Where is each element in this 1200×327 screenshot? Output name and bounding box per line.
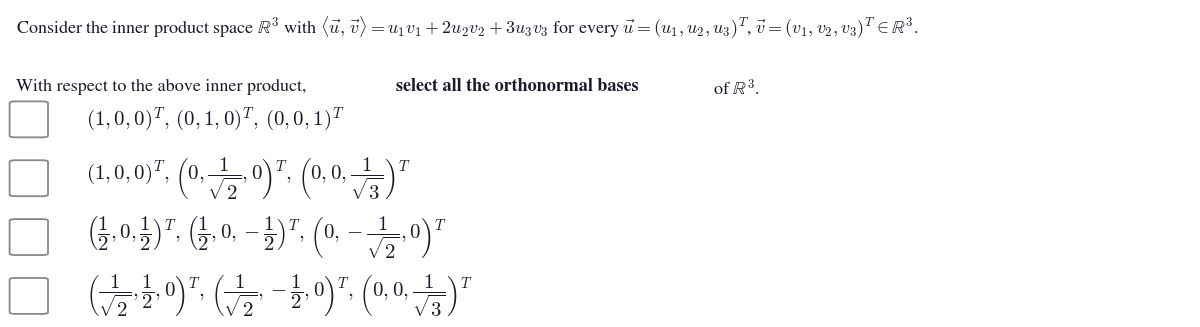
Text: With respect to the above inner product,: With respect to the above inner product,: [16, 78, 311, 95]
Text: $\left(\dfrac{1}{\sqrt{2}},\dfrac{1}{2},0\right)^T,\,\left(\dfrac{1}{\sqrt{2}},-: $\left(\dfrac{1}{\sqrt{2}},\dfrac{1}{2},…: [86, 272, 473, 319]
Text: $\left(\dfrac{1}{2},0,\dfrac{1}{2}\right)^T,\,\left(\dfrac{1}{2},0,-\dfrac{1}{2}: $\left(\dfrac{1}{2},0,\dfrac{1}{2}\right…: [86, 214, 448, 261]
Text: Consider the inner product space $\mathbb{R}^3$ with $\langle\vec{u},\,\vec{v}\r: Consider the inner product space $\mathb…: [16, 15, 918, 41]
Text: select all the orthonormal bases: select all the orthonormal bases: [396, 78, 638, 95]
Text: of $\mathbb{R}^3$.: of $\mathbb{R}^3$.: [709, 78, 761, 99]
Text: $(1,0,0)^T,\,(0,1,0)^T,\,(0,0,1)^T$: $(1,0,0)^T,\,(0,1,0)^T,\,(0,0,1)^T$: [86, 105, 344, 133]
Text: $(1,0,0)^T,\,\left(0,\dfrac{1}{\sqrt{2}},0\right)^T,\,\left(0,0,\dfrac{1}{\sqrt{: $(1,0,0)^T,\,\left(0,\dfrac{1}{\sqrt{2}}…: [86, 155, 412, 202]
